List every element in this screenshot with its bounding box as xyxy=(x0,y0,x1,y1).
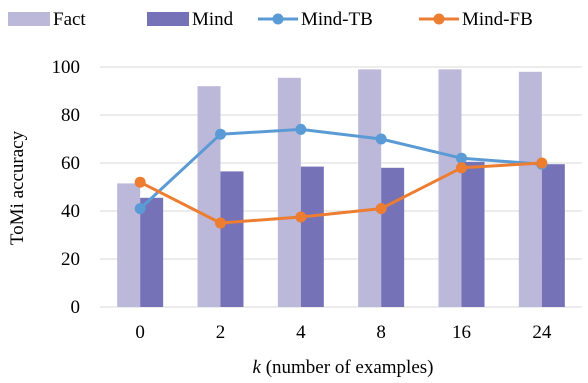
point-mind-tb-4 xyxy=(295,123,307,135)
bar-fact-8 xyxy=(358,69,382,308)
lines xyxy=(134,123,548,229)
line-mind-tb xyxy=(139,127,542,210)
x-axis-label-text: (number of examples) xyxy=(261,357,434,378)
x-tick-0: 0 xyxy=(135,322,145,343)
y-tick-100: 100 xyxy=(52,57,81,78)
legend-marker-mind-fb xyxy=(433,13,445,25)
bar-mind-24 xyxy=(541,164,565,307)
y-tick-labels: 0 20 40 60 80 100 xyxy=(52,57,81,318)
bar-fact-16 xyxy=(438,69,462,308)
y-tick-0: 0 xyxy=(71,297,81,318)
x-tick-labels: 0 2 4 8 16 24 xyxy=(135,322,551,343)
bar-fact-24 xyxy=(518,71,542,307)
legend-marker-mind-tb xyxy=(272,13,284,25)
x-axis-label-variable: k xyxy=(253,357,262,378)
bar-mind-0 xyxy=(140,197,164,307)
point-mind-tb-8 xyxy=(375,133,387,145)
y-tick-20: 20 xyxy=(61,249,80,270)
x-tick-16: 16 xyxy=(452,322,471,343)
legend-label-mind: Mind xyxy=(192,9,234,30)
point-mind-fb-24 xyxy=(536,157,548,169)
point-mind-fb-8 xyxy=(375,203,387,215)
gridlines xyxy=(100,66,582,308)
x-tick-8: 8 xyxy=(376,322,386,343)
y-tick-80: 80 xyxy=(61,105,80,126)
x-tick-24: 24 xyxy=(532,322,552,343)
x-axis-label: k (number of examples) xyxy=(253,357,434,378)
bar-fact-2 xyxy=(197,86,221,307)
point-mind-tb-16 xyxy=(456,152,467,164)
point-mind-fb-4 xyxy=(295,211,307,223)
y-axis-label: ToMi accuracy xyxy=(7,130,28,245)
bar-mind-8 xyxy=(381,167,405,307)
y-tick-60: 60 xyxy=(61,153,80,174)
legend-label-mind-fb: Mind-FB xyxy=(462,9,533,30)
legend-label-fact: Fact xyxy=(53,9,86,30)
x-tick-2: 2 xyxy=(216,322,226,343)
bars xyxy=(117,69,565,308)
bar-mind-16 xyxy=(461,161,485,307)
legend-swatch-mind xyxy=(147,12,189,26)
line-mind-fb xyxy=(139,161,542,225)
bar-fact-0 xyxy=(117,183,141,307)
legend: Fact Mind Mind-TB Mind-FB xyxy=(8,9,533,30)
point-mind-tb-2 xyxy=(215,128,226,140)
y-tick-40: 40 xyxy=(61,201,80,222)
bar-fact-4 xyxy=(277,77,301,307)
x-tick-4: 4 xyxy=(296,322,306,343)
bar-mind-2 xyxy=(220,171,244,307)
point-mind-fb-0 xyxy=(134,176,146,188)
point-mind-fb-2 xyxy=(215,217,226,229)
bar-mind-4 xyxy=(300,166,324,307)
legend-swatch-fact xyxy=(8,12,50,26)
point-mind-tb-0 xyxy=(134,203,146,215)
legend-label-mind-tb: Mind-TB xyxy=(301,9,373,30)
point-mind-fb-16 xyxy=(456,162,467,174)
